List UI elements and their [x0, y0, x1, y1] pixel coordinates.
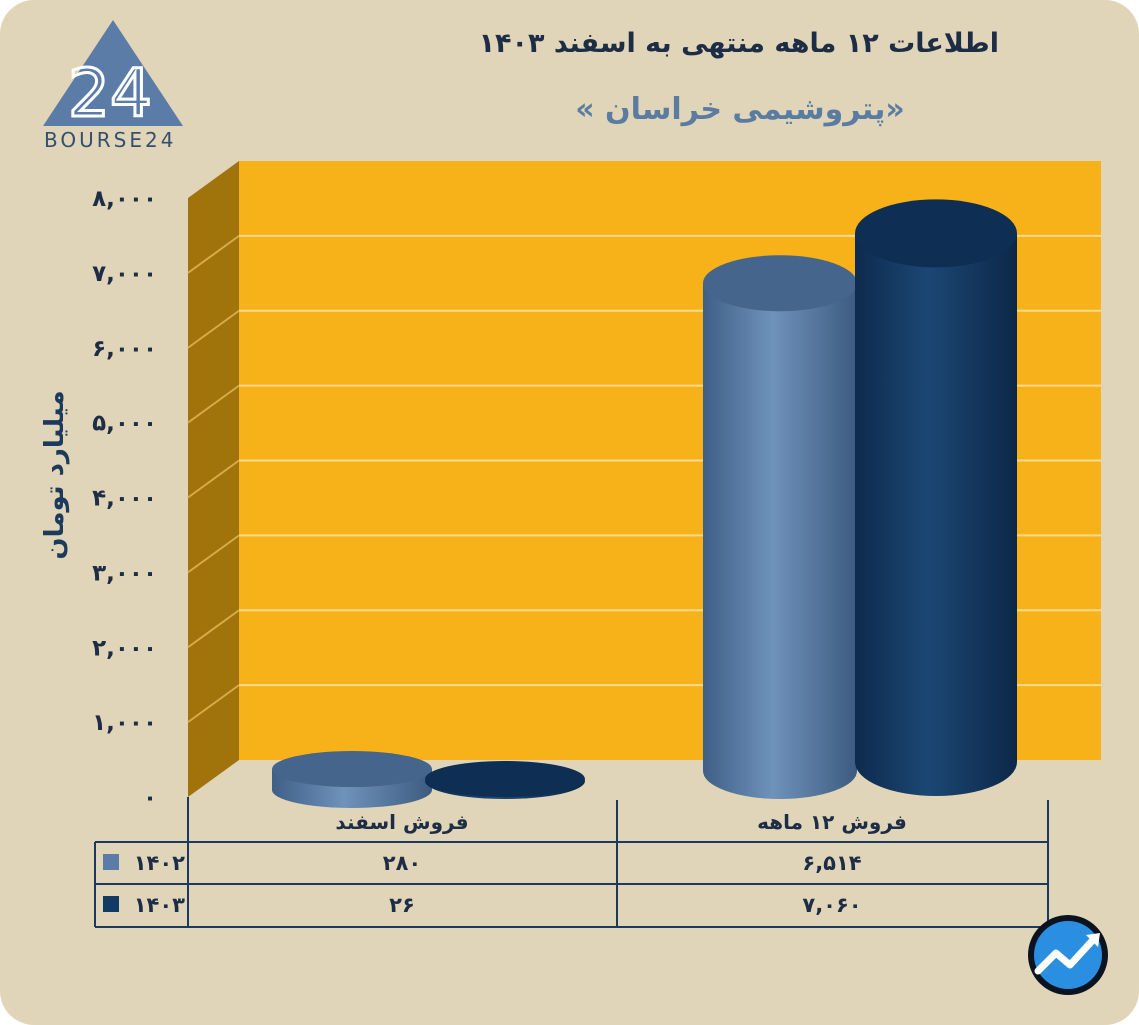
legend-swatch [103, 896, 119, 912]
gridline-side [187, 384, 240, 424]
bar-top [855, 199, 1017, 268]
bar-cylinder [425, 761, 585, 799]
chart-title: اطلاعات ۱۲ ماهه منتهی به اسفند ۱۴۰۳ [478, 28, 999, 59]
y-tick-label: ۷,۰۰۰ [92, 261, 157, 287]
trend-badge-icon [1028, 915, 1108, 995]
data-label: ۶,۵۱۴ [802, 851, 861, 875]
gridline-side [187, 235, 240, 274]
y-tick-label: ۳,۰۰۰ [92, 560, 157, 586]
bar-cylinder [272, 751, 432, 808]
data-label: ۲۶ [389, 893, 415, 917]
y-tick-label: ۵,۰۰۰ [92, 411, 157, 437]
gridline-side [187, 609, 240, 649]
y-tick-label: ۶,۰۰۰ [92, 336, 157, 362]
data-label: ۲۸۰ [383, 851, 421, 875]
data-label: ۷,۰۶۰ [802, 893, 861, 917]
bar-body [703, 283, 857, 799]
category-label: فروش اسفند [335, 810, 468, 834]
logo-text: BOURSE24 [44, 128, 177, 152]
chart-subtitle: «پتروشیمی خراسان » [575, 92, 905, 127]
bar-top [272, 751, 432, 788]
gridline-side [187, 309, 240, 349]
logo-mark: 24 [68, 55, 152, 132]
legend-label: ۱۴۰۲ [134, 851, 185, 875]
y-tick-label: ۰ [143, 785, 157, 811]
gridline-side [187, 534, 240, 574]
y-tick-label: ۲,۰۰۰ [92, 635, 157, 661]
bar-body [855, 233, 1017, 796]
y-tick-label: ۱,۰۰۰ [92, 710, 157, 736]
legend-swatch [103, 854, 119, 870]
gridline-side [187, 459, 240, 499]
logo-triangle [43, 20, 183, 126]
bourse24-logo: 24 [43, 20, 183, 134]
bar-top [703, 255, 857, 312]
gridline-side [187, 684, 240, 723]
category-label: فروش ۱۲ ماهه [757, 810, 907, 834]
legend-label: ۱۴۰۳ [134, 893, 185, 917]
bar-top [425, 761, 585, 797]
bar-cylinder [703, 255, 857, 799]
y-tick-label: ۸,۰۰۰ [92, 186, 157, 212]
y-tick-label: ۴,۰۰۰ [92, 486, 157, 512]
bar-cylinder [855, 199, 1017, 796]
